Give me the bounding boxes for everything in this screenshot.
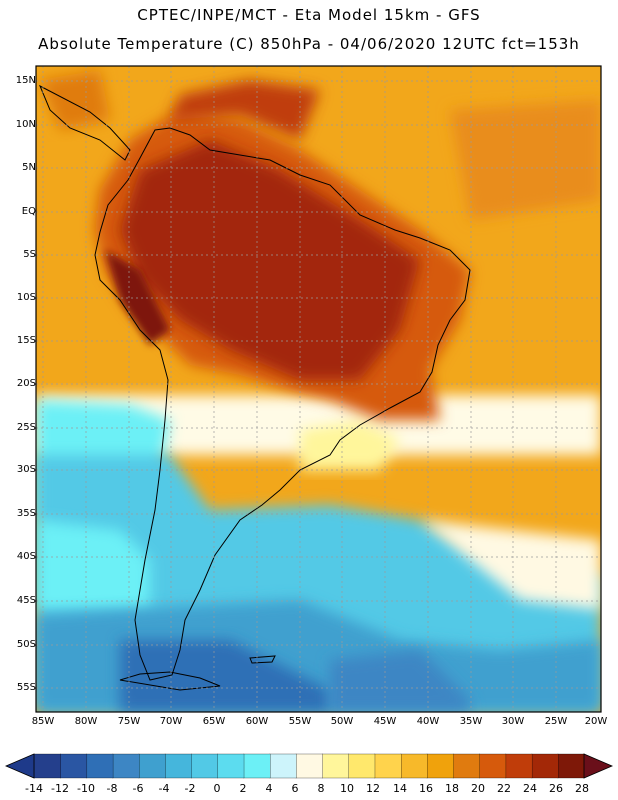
lon-label: 40W [416, 716, 440, 727]
colorbar-swatch [400, 753, 428, 779]
colorbar-label: 4 [265, 782, 273, 795]
colorbar-swatch [60, 753, 88, 779]
colorbar-label: -4 [158, 782, 170, 795]
lat-label: 25S [16, 422, 36, 433]
lat-label: 30S [16, 464, 36, 475]
colorbar-label: 6 [291, 782, 299, 795]
colorbar-low-arrow [4, 753, 35, 779]
colorbar-label: 24 [523, 782, 537, 795]
colorbar-label: 12 [366, 782, 380, 795]
colorbar-label: -12 [51, 782, 69, 795]
lon-label: 60W [245, 716, 269, 727]
colorbar-label: -6 [132, 782, 144, 795]
colorbar-swatch [321, 753, 349, 779]
map-frame [35, 65, 602, 713]
colorbar-label: 20 [471, 782, 485, 795]
lon-label: 50W [330, 716, 354, 727]
colorbar-swatch [269, 753, 297, 779]
colorbar-swatch [452, 753, 480, 779]
colorbar-label: -10 [77, 782, 95, 795]
colorbar-swatch [86, 753, 114, 779]
colorbar-swatch [243, 753, 271, 779]
colorbar-swatch [557, 753, 585, 779]
lat-label: 10N [15, 119, 36, 130]
lat-label: 5S [23, 249, 36, 260]
lat-label: 15S [16, 335, 36, 346]
title-line-1: CPTEC/INPE/MCT - Eta Model 15km - GFS [137, 6, 481, 24]
lat-label: 10S [16, 292, 36, 303]
colorbar-swatch [426, 753, 454, 779]
lon-label: 20W [584, 716, 608, 727]
colorbar-swatch [164, 753, 192, 779]
lat-label: 15N [15, 75, 36, 86]
colorbar-swatch [190, 753, 218, 779]
lat-label: EQ [21, 206, 36, 217]
colorbar-swatch [217, 753, 245, 779]
colorbar-swatch [374, 753, 402, 779]
colorbar-label: 2 [239, 782, 247, 795]
colorbar-label: 8 [317, 782, 325, 795]
colorbar-swatch [295, 753, 323, 779]
temperature-field [36, 66, 601, 712]
lat-label: 45S [16, 595, 36, 606]
colorbar-swatch [348, 753, 376, 779]
colorbar-label: 16 [419, 782, 433, 795]
colorbar-label: 26 [549, 782, 563, 795]
lat-label: 55S [16, 682, 36, 693]
colorbar-swatch [33, 753, 61, 779]
colorbar-swatch [505, 753, 533, 779]
lon-label: 70W [159, 716, 183, 727]
lon-label: 75W [117, 716, 141, 727]
lon-label: 25W [544, 716, 568, 727]
colorbar-label: -14 [25, 782, 43, 795]
colorbar-label: 22 [497, 782, 511, 795]
colorbar-label: 0 [213, 782, 221, 795]
colorbar-label: -8 [106, 782, 118, 795]
lat-label: 5N [22, 162, 36, 173]
lon-label: 30W [501, 716, 525, 727]
colorbar-swatch [138, 753, 166, 779]
lon-label: 55W [288, 716, 312, 727]
colorbar-swatch [112, 753, 140, 779]
colorbar-label: 14 [393, 782, 407, 795]
colorbar-label: 28 [575, 782, 589, 795]
colorbar-high-arrow [583, 753, 614, 779]
colorbar-swatch [531, 753, 559, 779]
colorbar-label: 10 [340, 782, 354, 795]
lon-label: 85W [31, 716, 55, 727]
lat-label: 40S [16, 551, 36, 562]
colorbar-swatch [479, 753, 507, 779]
graticule [36, 66, 601, 712]
colorbar-label: -2 [184, 782, 196, 795]
coastlines [39, 84, 471, 691]
lat-label: 50S [16, 639, 36, 650]
colorbar-label: 18 [445, 782, 459, 795]
lon-label: 45W [373, 716, 397, 727]
colorbar [4, 753, 614, 779]
title-line-2: Absolute Temperature (C) 850hPa - 04/06/… [38, 35, 580, 53]
lat-label: 35S [16, 508, 36, 519]
lon-label: 35W [459, 716, 483, 727]
lon-label: 65W [202, 716, 226, 727]
lat-label: 20S [16, 378, 36, 389]
lon-label: 80W [74, 716, 98, 727]
